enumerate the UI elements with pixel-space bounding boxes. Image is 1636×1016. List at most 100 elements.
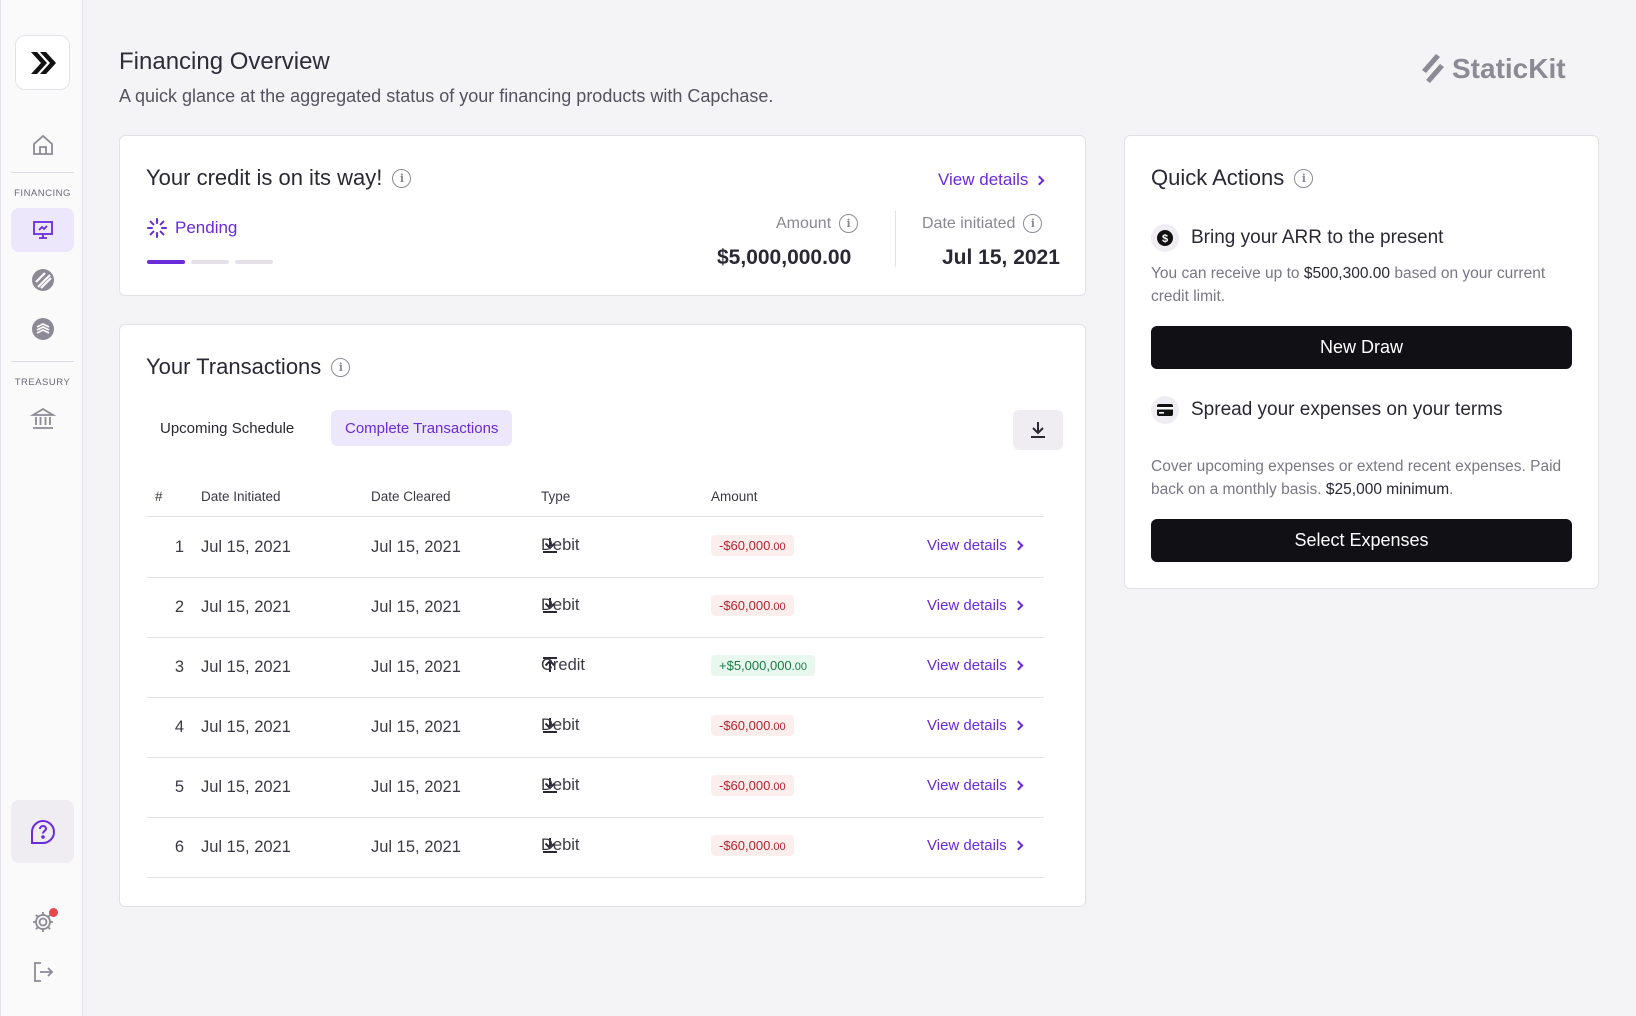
nav-treasury[interactable] <box>11 397 74 441</box>
layers-circle-icon <box>31 318 54 340</box>
bank-icon <box>29 407 56 429</box>
sidebar: FINANCING TREASURY <box>0 0 83 1016</box>
table-row: 4 Jul 15, 2021 Jul 15, 2021 Debit -$60,000.0… <box>147 698 1044 758</box>
row-number: 6 <box>174 838 184 856</box>
tab-upcoming-schedule[interactable]: Upcoming Schedule <box>160 419 295 437</box>
gear-icon <box>32 912 53 932</box>
info-icon[interactable]: i <box>1023 214 1043 233</box>
status-text: Pending <box>175 218 238 237</box>
row-date-cleared: Jul 15, 2021 <box>371 838 461 856</box>
col-type: Type <box>541 489 571 504</box>
row-number: 4 <box>174 718 184 736</box>
nav-revenue-financing[interactable] <box>11 258 74 302</box>
amount-label: Amount i <box>776 214 859 233</box>
row-view-details-link[interactable]: View details <box>927 717 1024 734</box>
info-icon[interactable]: i <box>331 357 351 377</box>
link-text: View details <box>927 657 1007 674</box>
settings-button[interactable] <box>11 900 74 944</box>
amount-label-text: Amount <box>776 214 832 232</box>
row-date-cleared: Jul 15, 2021 <box>371 598 461 616</box>
row-type-text: Debit <box>541 775 580 794</box>
amount-main: -$60,000 <box>719 718 771 733</box>
row-view-details-link[interactable]: View details <box>927 777 1024 794</box>
help-icon <box>30 819 55 844</box>
download-arrow-icon <box>543 838 557 853</box>
credit-card: Your credit is on its way! i View detail… <box>119 135 1086 296</box>
stat-divider <box>895 211 896 267</box>
app-logo[interactable] <box>15 35 70 90</box>
link-text: View details <box>927 717 1007 734</box>
row-amount: -$60,000.00 <box>711 595 794 616</box>
date-initiated-label: Date initiated i <box>922 214 1043 233</box>
info-icon[interactable]: i <box>392 168 412 188</box>
nav-section-financing: FINANCING <box>14 188 71 199</box>
amount-main: -$60,000 <box>719 838 771 853</box>
download-arrow-icon <box>543 718 557 733</box>
help-button[interactable] <box>11 800 74 863</box>
download-button[interactable] <box>1013 410 1063 450</box>
row-date-cleared: Jul 15, 2021 <box>371 718 461 736</box>
row-view-details-link[interactable]: View details <box>927 537 1024 554</box>
nav-section-treasury: TREASURY <box>14 377 71 388</box>
row-date-initiated: Jul 15, 2021 <box>201 598 291 616</box>
row-amount: -$60,000.00 <box>711 835 794 856</box>
nav-divider <box>11 361 74 362</box>
nav-expenses[interactable] <box>11 307 74 351</box>
row-view-details-link[interactable]: View details <box>927 837 1024 854</box>
amount-cents: .00 <box>791 661 807 673</box>
transactions-title-text: Your Transactions <box>146 354 322 379</box>
row-type: Debit <box>541 536 580 554</box>
row-view-details-link[interactable]: View details <box>927 597 1024 614</box>
chevron-right-icon <box>1013 540 1024 551</box>
row-view-details-link[interactable]: View details <box>927 657 1024 674</box>
row-type-text: Debit <box>541 535 580 554</box>
amount-cents: .00 <box>770 841 786 853</box>
row-type-text: Debit <box>541 715 580 734</box>
link-text: View details <box>938 170 1029 189</box>
table-row: 3 Jul 15, 2021 Jul 15, 2021 Credit +$5,000,0… <box>147 638 1044 698</box>
chevron-right-icon <box>1013 600 1024 611</box>
row-type: Debit <box>541 596 580 614</box>
row-number: 1 <box>174 538 184 556</box>
expenses-desc-amount: $25,000 minimum <box>1325 481 1450 498</box>
credit-view-details-link[interactable]: View details <box>938 170 1045 190</box>
amount-cents: .00 <box>770 781 786 793</box>
logout-button[interactable] <box>11 950 74 994</box>
quick-actions-title: Quick Actions i <box>1151 165 1314 191</box>
info-icon[interactable]: i <box>1294 168 1314 188</box>
striped-circle-icon <box>31 269 54 291</box>
chevron-right-icon <box>1013 720 1024 731</box>
select-expenses-button[interactable]: Select Expenses <box>1151 519 1572 562</box>
svg-text:$: $ <box>1162 233 1168 245</box>
arr-heading-text: Bring your ARR to the present <box>1191 227 1444 248</box>
row-type: Debit <box>541 776 580 794</box>
upload-arrow-icon <box>543 657 557 672</box>
row-number: 3 <box>174 658 184 676</box>
arr-desc-amount: $500,300.00 <box>1303 265 1391 282</box>
row-type-text: Credit <box>541 655 586 674</box>
row-date-initiated: Jul 15, 2021 <box>201 658 291 676</box>
row-date-cleared: Jul 15, 2021 <box>371 778 461 796</box>
table-row: 6 Jul 15, 2021 Jul 15, 2021 Debit -$60,000.0… <box>147 818 1044 878</box>
capchase-logo-icon <box>30 51 56 74</box>
download-arrow-icon <box>543 538 557 553</box>
amount-cents: .00 <box>770 601 786 613</box>
progress-steps <box>147 260 273 264</box>
row-type: Credit <box>541 656 585 674</box>
progress-step <box>235 260 273 264</box>
nav-financing-overview[interactable] <box>11 208 74 252</box>
page-subtitle: A quick glance at the aggregated status … <box>119 86 774 106</box>
new-draw-button[interactable]: New Draw <box>1151 326 1572 369</box>
row-number: 5 <box>174 778 184 796</box>
row-type: Debit <box>541 716 580 734</box>
nav-divider <box>11 172 74 173</box>
tab-complete-transactions[interactable]: Complete Transactions <box>331 410 513 446</box>
row-date-cleared: Jul 15, 2021 <box>371 658 461 676</box>
amount-main: -$60,000 <box>719 598 771 613</box>
spinner-icon <box>147 218 167 238</box>
nav-home[interactable] <box>11 123 74 167</box>
arr-description: You can receive up to $500,300.00 based … <box>1151 262 1571 308</box>
logout-icon <box>33 962 53 982</box>
amount-main: +$5,000,000 <box>719 658 792 673</box>
info-icon[interactable]: i <box>839 214 859 233</box>
